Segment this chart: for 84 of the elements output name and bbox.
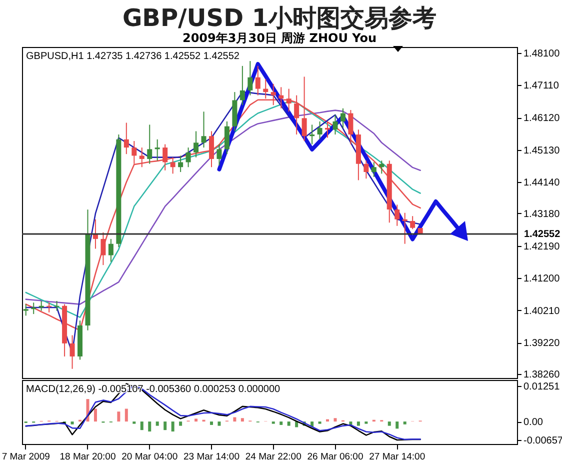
bar (156, 422, 159, 426)
chart-title: GBP/USD 1小时图交易参考 (122, 4, 437, 32)
candlestick (108, 238, 114, 262)
y-tick-label: 0.01251 (524, 381, 560, 392)
bar (140, 422, 144, 430)
y-tick-label: 1.41200 (524, 274, 560, 285)
bar (396, 422, 399, 429)
bar (334, 418, 337, 422)
x-tick-label: 20 Mar 04:00 (122, 452, 178, 462)
candlestick (364, 160, 369, 180)
bar (148, 422, 152, 432)
bar (240, 418, 244, 422)
bar (287, 422, 290, 426)
y-tick-label: 1.44140 (524, 178, 560, 189)
candlestick (201, 111, 206, 148)
candlestick (70, 334, 75, 370)
bar (171, 422, 174, 432)
candlestick (371, 162, 376, 178)
candlestick (410, 216, 416, 230)
bar (124, 408, 128, 422)
annotation: GBPUSD,H1 1.42735 1.42736 1.42552 1.42552 (26, 51, 240, 62)
candlestick (379, 160, 384, 174)
ref-line-label: 1.42552 (524, 228, 561, 240)
candlestick (147, 124, 152, 164)
y-tick-label: 1.39220 (524, 338, 560, 350)
candlestick (310, 124, 315, 145)
candlestick (348, 110, 354, 145)
candlestick (255, 65, 260, 96)
bar (94, 408, 97, 422)
chart-subtitle: 2009年3月30日 周游 ZHOU You (182, 31, 377, 45)
candlestick (124, 122, 129, 155)
candlestick (46, 302, 52, 313)
candlestick (54, 300, 60, 312)
y-tick-label: 1.48100 (524, 48, 560, 60)
candlestick (154, 138, 160, 162)
bar (356, 422, 360, 426)
candlestick (38, 300, 44, 312)
bar (403, 422, 406, 424)
candlestick (132, 140, 137, 164)
x-tick-label: 7 Mar 2009 (2, 452, 50, 462)
bar (117, 412, 120, 422)
candlestick (248, 60, 253, 96)
y-tick-label: 1.43180 (524, 208, 560, 220)
candlestick (340, 108, 346, 128)
candlestick (402, 212, 408, 244)
y-tick-label: 1.47110 (524, 80, 560, 92)
candlestick (170, 156, 176, 174)
candlestick (240, 65, 245, 106)
bar (210, 422, 213, 425)
candlestick (31, 302, 36, 315)
bar (218, 422, 221, 426)
y-tick-label: 0.00 (524, 417, 544, 428)
y-tick-label: 1.38260 (524, 370, 560, 381)
x-tick-label: 24 Mar 22:00 (245, 452, 302, 462)
y-tick-label: 1.45130 (524, 145, 560, 156)
bar (233, 417, 236, 422)
x-tick-label: 23 Mar 14:00 (184, 452, 240, 462)
y-tick-label: 1.40210 (524, 306, 560, 317)
candlestick (216, 144, 222, 166)
candlestick (332, 114, 338, 135)
bar (194, 418, 198, 422)
candlestick (23, 304, 28, 316)
candlestick (92, 218, 98, 250)
y-tick-label: 1.46120 (524, 113, 560, 124)
candlestick (325, 120, 330, 138)
x-tick-label: 27 Mar 14:00 (369, 452, 426, 462)
candlestick (317, 120, 322, 140)
bar (164, 422, 167, 430)
candlestick (394, 204, 400, 226)
candlestick (178, 155, 184, 173)
bar (280, 422, 283, 425)
candlestick (100, 232, 106, 266)
candlestick (162, 144, 168, 171)
candlestick (139, 147, 144, 168)
y-tick-label: 1.42190 (524, 241, 560, 252)
bar (70, 422, 74, 424)
candlestick (224, 120, 230, 155)
candlestick (208, 130, 214, 168)
bar (388, 422, 391, 426)
x-tick-label: 18 Mar 20:00 (60, 452, 116, 462)
bar (179, 422, 182, 426)
candlestick (194, 130, 199, 158)
x-tick-label: 26 Mar 06:00 (307, 452, 364, 462)
candlestick (186, 147, 191, 168)
